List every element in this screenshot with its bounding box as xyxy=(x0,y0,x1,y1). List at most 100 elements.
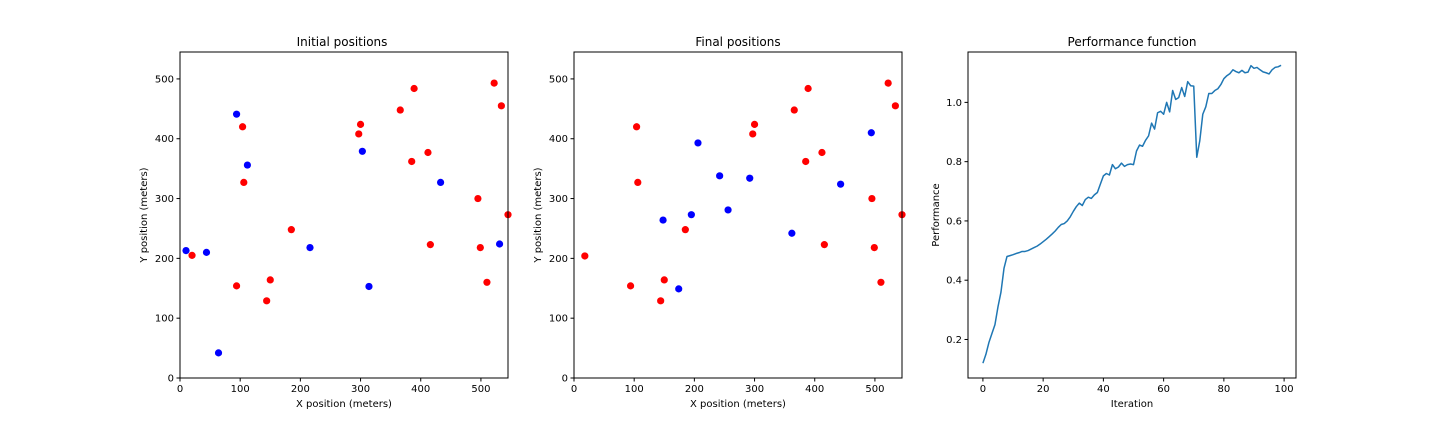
final-positions-red-point xyxy=(868,194,876,203)
final-positions-x-tick-label: 100 xyxy=(625,384,644,395)
final-positions-blue-point xyxy=(716,172,724,180)
initial-positions-y-tick-label: 200 xyxy=(155,254,174,265)
final-positions-red-point xyxy=(632,123,641,131)
final-positions-y-tick-label: 300 xyxy=(549,194,568,205)
performance-y-tick-label: 0.4 xyxy=(946,276,962,287)
initial-positions-title: Initial positions xyxy=(297,35,388,49)
initial-positions-y-tick-label: 100 xyxy=(155,314,174,325)
final-positions-blue-point xyxy=(867,129,875,137)
performance-x-tick-label: 100 xyxy=(1275,384,1294,395)
final-positions-red-point xyxy=(891,102,899,110)
performance-x-tick-label: 60 xyxy=(1157,384,1170,395)
initial-positions-red-point xyxy=(424,148,432,157)
final-positions-y-ticks: 0 100 200 300 400 500 xyxy=(549,74,574,385)
final-positions-x-tick-label: 300 xyxy=(745,384,764,395)
final-positions-axes-frame xyxy=(573,51,903,379)
final-positions-blue-point xyxy=(687,211,695,219)
initial-positions-red-point xyxy=(238,123,247,131)
initial-positions-red-point xyxy=(476,244,484,252)
performance-title: Performance function xyxy=(1068,35,1197,49)
initial-positions-x-tick-label: 200 xyxy=(291,384,310,395)
initial-positions-red-point xyxy=(483,278,491,286)
performance-x-tick-label: 20 xyxy=(1037,384,1050,395)
initial-positions-blue-point xyxy=(232,110,241,118)
final-positions-y-tick-label: 400 xyxy=(549,134,568,145)
final-positions-red-point xyxy=(790,106,798,114)
initial-positions-blue-point xyxy=(182,246,190,255)
initial-positions-red-point xyxy=(408,157,416,166)
final-positions-title: Final positions xyxy=(695,35,780,49)
performance-y-tick-label: 0.8 xyxy=(946,157,962,168)
performance-line xyxy=(982,64,1282,364)
final-positions-x-ticks: 0 100 200 300 400 500 xyxy=(571,378,884,395)
initial-positions-red-point xyxy=(396,106,404,114)
final-positions-red-point xyxy=(657,297,665,305)
initial-positions-red-point xyxy=(266,276,274,284)
initial-positions-red-point xyxy=(497,102,505,110)
performance-plot-area xyxy=(982,64,1282,364)
initial-positions-red-point xyxy=(232,282,241,290)
initial-positions-y-tick-label: 500 xyxy=(155,74,174,85)
final-positions-blue-point xyxy=(746,174,754,182)
final-positions-red-point xyxy=(820,241,828,249)
performance-x-tick-label: 40 xyxy=(1097,384,1110,395)
final-positions-blue-point xyxy=(837,180,845,188)
final-positions-red-point xyxy=(877,278,885,286)
final-positions-y-tick-label: 200 xyxy=(549,254,568,265)
final-positions-y-tick-label: 500 xyxy=(549,74,568,85)
final-positions-red-point xyxy=(802,157,810,166)
initial-positions-y-tick-label: 400 xyxy=(155,134,174,145)
initial-positions-red-point xyxy=(287,226,295,234)
initial-positions-x-axis-label: X position (meters) xyxy=(296,399,392,410)
initial-positions-blue-point xyxy=(202,248,211,256)
final-positions-x-axis-label: X position (meters) xyxy=(690,399,786,410)
final-positions-red-point xyxy=(870,244,878,252)
final-positions-x-tick-label: 0 xyxy=(571,384,577,395)
initial-positions-red-point xyxy=(474,194,482,203)
initial-positions-y-axis-label: Y position (meters) xyxy=(139,167,150,263)
final-positions-blue-point xyxy=(694,139,702,147)
performance-axes-frame xyxy=(967,51,1297,379)
initial-positions-panel: Initial positions 0 100 200 300 400 500 0 100 2… xyxy=(139,35,512,410)
initial-positions-blue-point xyxy=(306,244,314,252)
final-positions-x-tick-label: 200 xyxy=(685,384,704,395)
initial-positions-blue-point xyxy=(214,349,223,357)
final-positions-blue-point xyxy=(659,216,667,224)
final-positions-y-axis-label: Y position (meters) xyxy=(533,167,544,263)
initial-positions-red-point xyxy=(410,84,418,93)
final-positions-red-point xyxy=(634,178,642,186)
final-positions-red-point xyxy=(581,252,589,260)
final-positions-red-point xyxy=(749,130,757,138)
final-positions-y-tick-label: 100 xyxy=(549,314,568,325)
initial-positions-y-tick-label: 300 xyxy=(155,194,174,205)
final-positions-red-point xyxy=(681,226,689,234)
initial-positions-red-point xyxy=(263,297,271,305)
initial-positions-axes-frame xyxy=(179,51,509,379)
initial-positions-y-tick-label: 0 xyxy=(168,374,174,385)
initial-positions-red-point xyxy=(240,178,248,186)
initial-positions-red-point xyxy=(188,251,196,259)
initial-positions-red-point xyxy=(490,79,498,87)
final-positions-red-point xyxy=(804,84,812,93)
performance-x-axis-label: Iteration xyxy=(1111,399,1153,410)
initial-positions-red-point xyxy=(356,120,365,128)
final-positions-x-tick-label: 400 xyxy=(805,384,824,395)
initial-positions-red-point xyxy=(426,241,434,249)
initial-positions-x-tick-label: 500 xyxy=(471,384,490,395)
performance-x-ticks: 0 20 40 60 80 100 xyxy=(980,378,1294,395)
initial-positions-x-tick-label: 300 xyxy=(351,384,370,395)
final-positions-panel: Final positions 0 100 200 300 400 500 0 100 200… xyxy=(533,35,906,410)
initial-positions-x-tick-label: 400 xyxy=(411,384,430,395)
performance-y-tick-label: 0.6 xyxy=(946,216,962,227)
initial-positions-y-ticks: 0 100 200 300 400 500 xyxy=(155,74,180,385)
initial-positions-red-point xyxy=(355,130,363,138)
final-positions-x-tick-label: 500 xyxy=(865,384,884,395)
final-positions-red-point xyxy=(750,120,759,128)
final-positions-red-point xyxy=(818,148,826,157)
initial-positions-x-tick-label: 0 xyxy=(177,384,183,395)
performance-x-tick-label: 0 xyxy=(980,384,986,395)
performance-y-ticks: 0.2 0.4 0.6 0.8 1.0 xyxy=(946,98,968,346)
performance-y-tick-label: 0.2 xyxy=(946,335,962,346)
performance-y-tick-label: 1.0 xyxy=(946,98,962,109)
